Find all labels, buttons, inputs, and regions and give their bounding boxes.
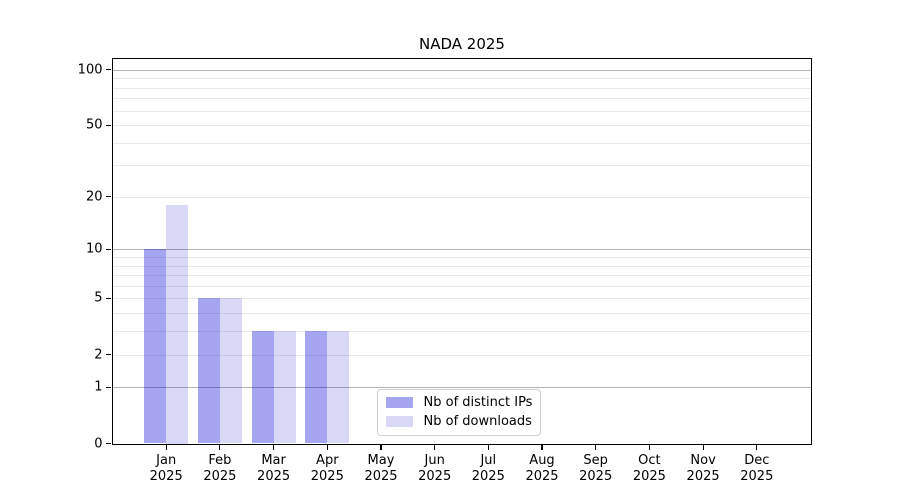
y-tick-mark-100 xyxy=(106,69,111,71)
y-tick-mark-50 xyxy=(106,124,111,126)
legend-item-distinct-ips: Nb of distinct IPs xyxy=(385,395,533,411)
gridline-minor-6 xyxy=(112,285,811,287)
y-tick-mark-20 xyxy=(106,196,111,198)
x-tick-label-may-2025: May 2025 xyxy=(364,452,398,484)
bar-nb-of-downloads-jan xyxy=(166,205,189,444)
legend-swatch-distinct-ips xyxy=(385,397,413,408)
x-tick-label-jul-2025: Jul 2025 xyxy=(471,452,505,484)
plot-area: 0 1 2 5 10 20 50 100 Jan 2025 Feb 2025 Mar 2025 Ap… xyxy=(78,57,812,484)
y-tick-label-1: 1 xyxy=(94,379,103,395)
x-tick-label-mar-2025: Mar 2025 xyxy=(257,452,291,484)
y-tick-mark-2 xyxy=(106,353,111,356)
gridline-minor-4 xyxy=(112,313,811,315)
x-tick-label-jun-2025: Jun 2025 xyxy=(418,452,452,484)
gridline-minor-70 xyxy=(112,98,811,100)
x-tick-mark-jan xyxy=(165,445,167,450)
gridline-minor-50 xyxy=(112,125,811,127)
gridline-minor-3 xyxy=(112,331,811,333)
y-tick-mark-0 xyxy=(106,442,111,445)
x-tick-label-sep-2025: Sep 2025 xyxy=(579,452,613,484)
gridline-minor-5 xyxy=(112,298,811,300)
gridline-minor-40 xyxy=(112,142,811,144)
y-tick-label-5: 5 xyxy=(94,290,103,306)
x-tick-label-jan-2025: Jan 2025 xyxy=(149,452,183,484)
y-tick-mark-1 xyxy=(106,386,111,388)
legend-item-downloads: Nb of downloads xyxy=(385,414,533,430)
x-tick-mark-sep xyxy=(595,445,597,450)
x-tick-mark-mar xyxy=(273,445,275,450)
y-tick-label-2: 2 xyxy=(94,347,103,362)
gridline-major-1 xyxy=(112,387,811,389)
x-tick-mark-jul xyxy=(487,445,489,450)
gridline-minor-80 xyxy=(112,87,811,89)
gridline-minor-8 xyxy=(112,265,811,267)
bar-nb-of-downloads-feb xyxy=(219,298,242,444)
x-tick-mark-aug xyxy=(541,445,543,450)
x-tick-mark-nov xyxy=(702,445,704,450)
x-tick-mark-may xyxy=(380,445,382,450)
gridline-minor-9 xyxy=(112,257,811,258)
bar-nb-of-downloads-apr xyxy=(327,331,350,444)
bar-nb-of-downloads-mar xyxy=(273,331,296,444)
chart-title: NADA 2025 xyxy=(419,35,505,53)
x-tick-label-nov-2025: Nov 2025 xyxy=(686,452,720,484)
gridline-minor-20 xyxy=(112,196,811,198)
x-tick-label-feb-2025: Feb 2025 xyxy=(203,452,237,484)
y-tick-mark-5 xyxy=(106,297,111,299)
gridline-minor-2 xyxy=(112,354,811,356)
legend-swatch-downloads xyxy=(385,416,413,427)
gridline-major-100 xyxy=(112,69,811,71)
x-tick-label-apr-2025: Apr 2025 xyxy=(310,452,344,484)
bar-nb-of-distinct-ips-apr xyxy=(305,331,328,444)
y-tick-label-100: 100 xyxy=(77,62,103,78)
y-tick-mark-10 xyxy=(106,248,111,250)
y-tick-label-20: 20 xyxy=(85,189,103,205)
gridline-minor-30 xyxy=(112,165,811,167)
gridline-minor-60 xyxy=(112,110,811,112)
x-tick-mark-dec xyxy=(756,445,758,450)
x-tick-label-aug-2025: Aug 2025 xyxy=(525,452,559,484)
x-tick-mark-apr xyxy=(326,445,328,450)
bar-nb-of-distinct-ips-feb xyxy=(197,298,220,444)
y-tick-label-10: 10 xyxy=(85,241,103,257)
x-tick-mark-jun xyxy=(434,445,436,450)
x-tick-mark-oct xyxy=(648,445,650,450)
bar-nb-of-distinct-ips-mar xyxy=(251,331,274,444)
x-tick-label-dec-2025: Dec 2025 xyxy=(740,452,774,484)
gridline-minor-7 xyxy=(112,275,811,277)
x-tick-mark-feb xyxy=(219,445,221,450)
x-tick-label-oct-2025: Oct 2025 xyxy=(632,452,666,484)
y-tick-label-50: 50 xyxy=(85,117,103,133)
gridline-minor-90 xyxy=(112,78,811,80)
bar-nb-of-distinct-ips-jan xyxy=(144,249,167,444)
y-tick-label-0: 0 xyxy=(94,436,103,451)
legend-label-downloads: Nb of downloads xyxy=(423,414,532,429)
gridline-major-10 xyxy=(112,249,811,251)
legend: Nb of distinct IPs Nb of downloads xyxy=(376,388,542,436)
legend-label-distinct-ips: Nb of distinct IPs xyxy=(423,395,533,410)
